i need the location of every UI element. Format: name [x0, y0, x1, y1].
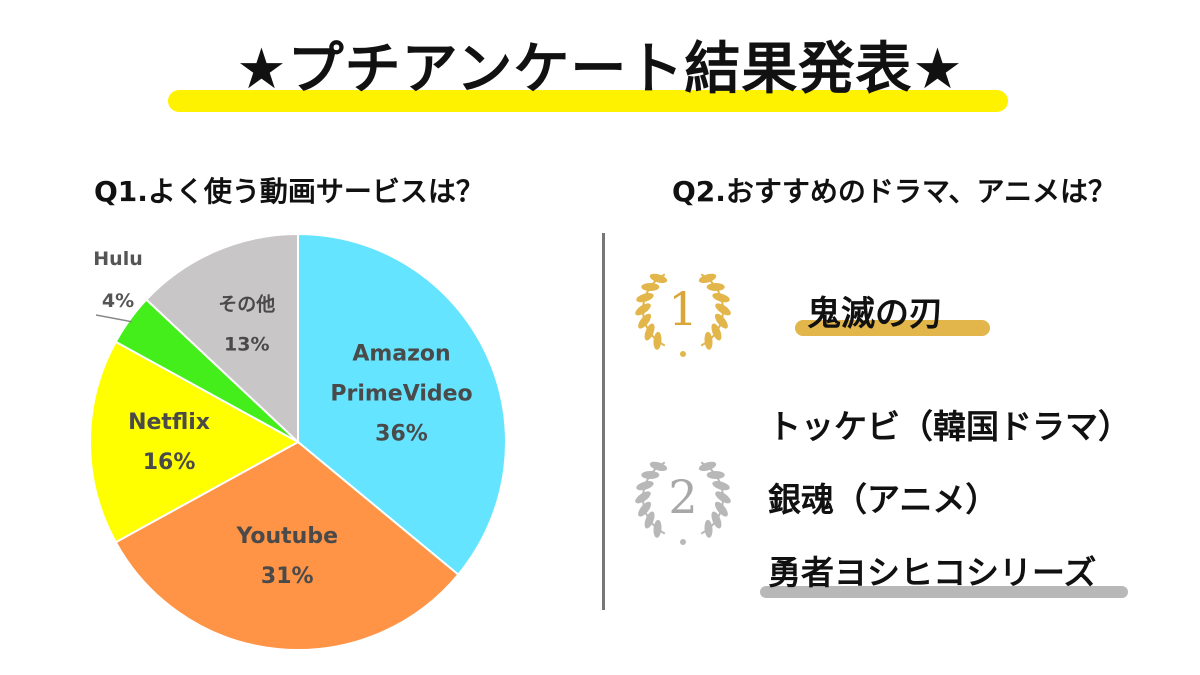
slice-label: Netflix [128, 410, 210, 435]
rank-number: 1 [668, 282, 697, 336]
q1-pie-chart: Amazon PrimeVideo 36% Youtube 31% Netflix 16% H… [89, 232, 507, 651]
laurel-leaf [712, 292, 730, 303]
section-divider [602, 233, 605, 610]
laurel-leaf [715, 303, 731, 316]
silver-laurel-icon: 2 [635, 461, 731, 545]
rank2-item: トッケビ（韓国ドラマ） [768, 407, 1131, 446]
q1-heading: Q1.よく使う動画サービスは？ [94, 175, 484, 208]
rank1-entry: 鬼滅の刃 [795, 286, 995, 342]
title-highlight [168, 90, 1008, 112]
gold-laurel-icon: 1 [635, 273, 731, 357]
title-area: ★プチアンケート結果発表★ [0, 18, 1200, 118]
rank2-item: 勇者ヨシヒコシリーズ [768, 553, 1097, 592]
laurel-leaf [706, 282, 725, 291]
laurel-leaf [649, 273, 668, 284]
laurel-leaf [704, 331, 713, 350]
laurel-leaf [715, 491, 731, 504]
laurel-leaf [635, 303, 651, 316]
pie-slice [89, 340, 301, 544]
laurel-leaf [711, 323, 722, 341]
laurel-leaf [714, 501, 728, 517]
slice-label: Hulu [93, 248, 142, 270]
laurel-leaf [636, 480, 654, 491]
pie-slice [297, 232, 507, 576]
q2-heading: Q2.おすすめのドラマ、アニメは？ [672, 175, 1116, 208]
rank2-item: 銀魂（アニメ） [768, 480, 999, 519]
slice-label: PrimeVideo [330, 381, 472, 406]
laurel-knot [680, 351, 686, 357]
laurel-leaf [649, 461, 668, 472]
rank1-title: 鬼滅の刃 [807, 294, 943, 334]
slice-label: Youtube [235, 524, 338, 549]
laurel-leaf [653, 519, 662, 538]
slice-label: Amazon [352, 341, 450, 366]
slice-value-label: 13% [224, 334, 269, 356]
pie-slice [144, 232, 299, 445]
laurel-leaf [638, 313, 652, 329]
laurel-leaf [704, 519, 713, 538]
slice-value-label: 16% [143, 450, 196, 475]
laurel-leaf [644, 323, 655, 341]
rank2-highlight [760, 586, 1128, 598]
laurel-leaf [641, 282, 660, 291]
laurel-leaf [711, 511, 722, 529]
rank-number: 2 [668, 470, 697, 524]
slice-value-label: 4% [102, 290, 134, 312]
rank1-highlight [795, 320, 990, 336]
laurel-leaf [714, 313, 728, 329]
slice-value-label: 36% [375, 421, 428, 446]
leader-line [95, 314, 132, 323]
laurel-knot [680, 539, 686, 545]
laurel-leaf [706, 470, 725, 479]
pie-slice [114, 440, 460, 651]
laurel-leaf [712, 480, 730, 491]
page-title: ★プチアンケート結果発表★ [236, 37, 964, 102]
laurel-leaf [636, 292, 654, 303]
laurel-leaf [635, 491, 651, 504]
laurel-leaf [644, 511, 655, 529]
laurel-leaf [698, 461, 717, 472]
slice-value-label: 31% [261, 564, 314, 589]
slice-label: その他 [218, 293, 275, 316]
laurel-leaf [653, 331, 662, 350]
laurel-leaf [638, 501, 652, 517]
laurel-leaf [641, 470, 660, 479]
laurel-leaf [698, 273, 717, 284]
